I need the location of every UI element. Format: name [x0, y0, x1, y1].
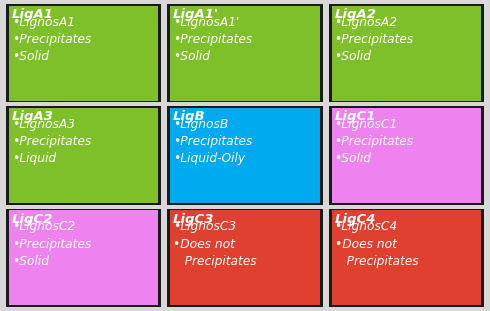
Text: •Precipitates: •Precipitates: [12, 135, 91, 148]
Text: •Precipitates: •Precipitates: [335, 135, 414, 148]
FancyBboxPatch shape: [329, 209, 484, 307]
Text: •Precipitates: •Precipitates: [335, 33, 414, 46]
Text: •LignosC2: •LignosC2: [12, 220, 75, 234]
Text: •Precipitates: •Precipitates: [12, 33, 91, 46]
Text: LigA2: LigA2: [335, 8, 376, 21]
FancyBboxPatch shape: [9, 108, 158, 203]
Text: •Precipitates: •Precipitates: [173, 135, 252, 148]
FancyBboxPatch shape: [6, 209, 161, 307]
FancyBboxPatch shape: [170, 108, 320, 203]
FancyBboxPatch shape: [167, 106, 323, 205]
FancyBboxPatch shape: [6, 4, 161, 102]
FancyBboxPatch shape: [9, 6, 158, 100]
Text: LigC2: LigC2: [12, 213, 53, 226]
Text: •LignosA3: •LignosA3: [12, 118, 75, 131]
Text: •Solid: •Solid: [12, 255, 49, 268]
Text: Precipitates: Precipitates: [173, 255, 257, 268]
Text: •Does not: •Does not: [173, 238, 235, 251]
Text: •Precipitates: •Precipitates: [12, 238, 91, 251]
FancyBboxPatch shape: [170, 6, 320, 100]
Text: LigA1': LigA1': [173, 8, 219, 21]
Text: LigC4: LigC4: [335, 213, 376, 226]
Text: •LignosC1: •LignosC1: [335, 118, 397, 131]
FancyBboxPatch shape: [329, 4, 484, 102]
Text: •LignosA1': •LignosA1': [173, 16, 240, 29]
Text: •LignosB: •LignosB: [173, 118, 228, 131]
Text: LigA3: LigA3: [12, 110, 54, 123]
Text: •Solid: •Solid: [335, 152, 371, 165]
Text: •Liquid: •Liquid: [12, 152, 56, 165]
FancyBboxPatch shape: [332, 211, 481, 305]
Text: •Solid: •Solid: [173, 50, 210, 63]
Text: •LignosA1: •LignosA1: [12, 16, 75, 29]
Text: •LignosC3: •LignosC3: [173, 220, 236, 234]
FancyBboxPatch shape: [9, 211, 158, 305]
Text: LigA1: LigA1: [12, 8, 54, 21]
Text: LigB: LigB: [173, 110, 206, 123]
FancyBboxPatch shape: [332, 6, 481, 100]
Text: •Precipitates: •Precipitates: [173, 33, 252, 46]
Text: •Solid: •Solid: [12, 50, 49, 63]
FancyBboxPatch shape: [167, 4, 323, 102]
Text: •LignosA2: •LignosA2: [335, 16, 397, 29]
Text: LigC3: LigC3: [173, 213, 215, 226]
Text: •Solid: •Solid: [335, 50, 371, 63]
FancyBboxPatch shape: [329, 106, 484, 205]
Text: Precipitates: Precipitates: [335, 255, 418, 268]
Text: •LignosC4: •LignosC4: [335, 220, 397, 234]
Text: •Does not: •Does not: [335, 238, 396, 251]
FancyBboxPatch shape: [6, 106, 161, 205]
FancyBboxPatch shape: [170, 211, 320, 305]
FancyBboxPatch shape: [167, 209, 323, 307]
Text: LigC1: LigC1: [335, 110, 376, 123]
FancyBboxPatch shape: [332, 108, 481, 203]
Text: •Liquid-Oily: •Liquid-Oily: [173, 152, 245, 165]
